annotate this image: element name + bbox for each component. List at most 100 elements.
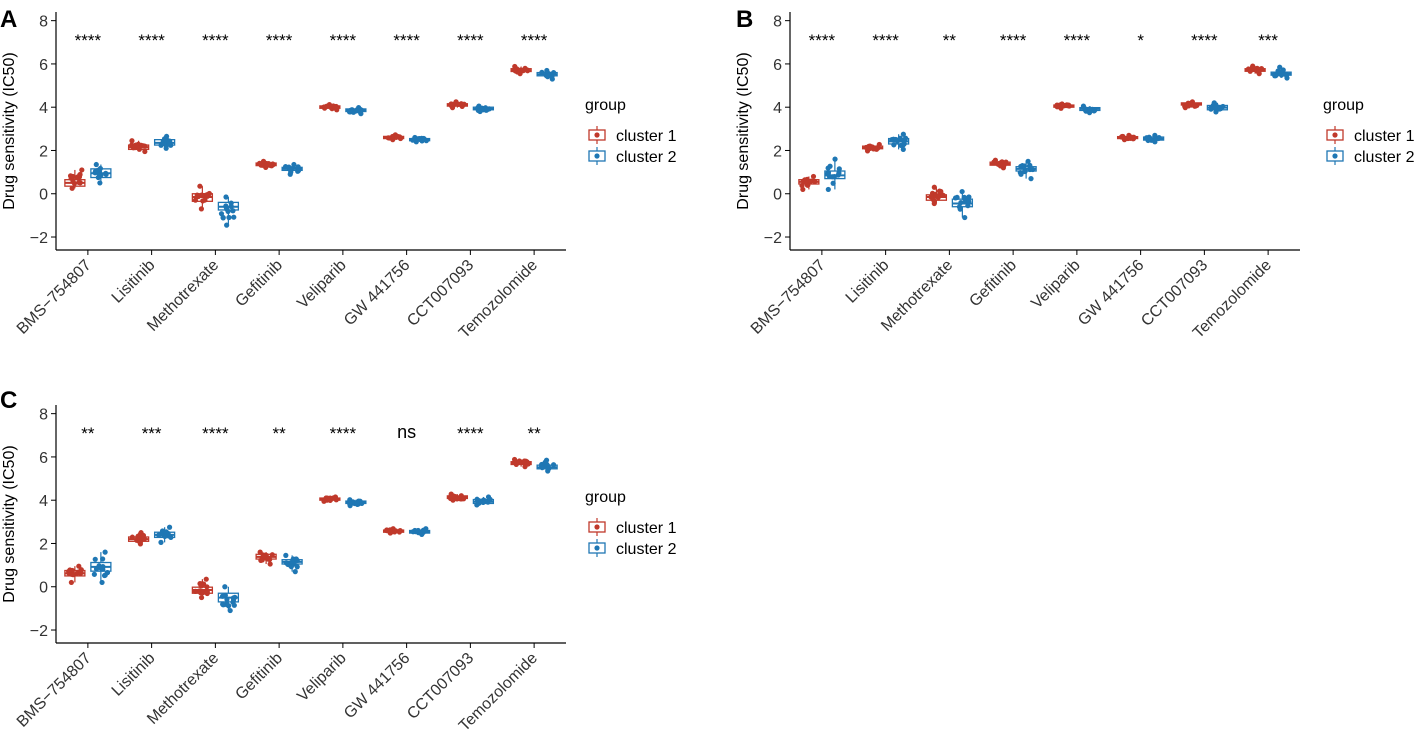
box-cluster-2 (90, 161, 112, 186)
data-point (293, 556, 299, 562)
box-cluster-1 (64, 167, 86, 191)
significance-label: **** (202, 31, 229, 50)
x-tick-label: Veliparib (294, 650, 349, 705)
data-point (157, 531, 164, 537)
data-point (142, 148, 148, 155)
box-cluster-2 (1015, 158, 1037, 182)
significance-label: ** (943, 31, 957, 50)
data-point (966, 194, 972, 200)
box-cluster-2 (345, 105, 367, 117)
data-point (1082, 106, 1088, 112)
data-point (415, 527, 421, 534)
data-point (136, 538, 143, 545)
data-point (1054, 102, 1060, 108)
box-cluster-1 (191, 576, 214, 601)
x-tick-label: GW 441756 (1075, 257, 1147, 329)
box-cluster-2 (824, 156, 846, 193)
data-point (938, 188, 944, 195)
data-point (129, 534, 135, 540)
data-point (524, 461, 531, 467)
data-point (282, 164, 289, 170)
data-point (397, 527, 403, 534)
data-point (223, 205, 229, 211)
data-point (1119, 133, 1125, 140)
box-cluster-1 (1053, 101, 1075, 111)
data-point (136, 145, 142, 151)
x-tick-label: Lisitinib (109, 650, 159, 700)
legend-entry-label: cluster 1 (616, 128, 677, 145)
data-point (539, 69, 545, 75)
significance-label: **** (809, 31, 836, 50)
y-tick-label: −2 (30, 623, 48, 640)
box-cluster-1 (382, 526, 405, 536)
data-point (129, 138, 135, 144)
data-point (198, 192, 205, 198)
data-point (359, 500, 365, 507)
legend-entry-label: cluster 1 (616, 520, 677, 537)
x-tick-label: Gefitinib (232, 650, 286, 704)
data-point (900, 146, 906, 152)
data-point (1275, 68, 1281, 74)
data-point (287, 167, 294, 173)
y-tick-label: 0 (39, 187, 48, 204)
data-point (291, 161, 297, 168)
data-point (283, 552, 289, 558)
data-point (1247, 68, 1254, 74)
data-point (830, 174, 836, 180)
data-point (261, 553, 267, 559)
significance-label: **** (521, 31, 548, 50)
legend-key-point (594, 545, 600, 551)
data-point (205, 192, 211, 199)
data-point (202, 197, 208, 203)
box-cluster-1 (510, 63, 532, 77)
data-point (539, 465, 545, 471)
data-point (166, 141, 172, 147)
legend-key-point (1332, 153, 1338, 159)
data-point (1030, 166, 1036, 173)
data-point (230, 595, 236, 601)
significance-label: **** (330, 31, 357, 50)
x-tick-label: BMS−754807 (14, 650, 95, 731)
data-point (1283, 71, 1289, 77)
data-point (419, 138, 425, 144)
data-point (836, 166, 842, 172)
data-point (203, 576, 209, 582)
box-cluster-2 (281, 161, 303, 177)
data-point (220, 602, 226, 608)
box-cluster-2 (153, 524, 176, 545)
data-point (294, 564, 300, 570)
data-point (135, 533, 141, 539)
data-point (228, 203, 234, 210)
data-point (931, 197, 937, 203)
significance-label: **** (457, 31, 484, 50)
data-point (288, 564, 294, 570)
box-cluster-1 (989, 157, 1011, 171)
data-point (332, 105, 339, 111)
data-point (959, 188, 965, 195)
x-tick-label: Gefitinib (232, 257, 286, 311)
data-point (1280, 67, 1286, 73)
data-point (162, 533, 168, 539)
significance-label: * (1137, 31, 1144, 50)
x-tick-label: BMS−754807 (748, 257, 829, 338)
box-cluster-2 (408, 134, 431, 145)
x-tick-label: GW 441756 (341, 257, 413, 329)
data-point (893, 136, 899, 143)
data-point (825, 165, 831, 171)
data-point (966, 198, 972, 205)
data-point (965, 203, 971, 209)
legend-entry-label: cluster 2 (616, 149, 677, 166)
data-point (1064, 103, 1071, 109)
data-point (140, 532, 147, 539)
y-tick-label: 0 (773, 187, 782, 204)
data-point (542, 459, 548, 466)
data-point (226, 214, 232, 221)
box-cluster-1 (798, 173, 820, 193)
box-cluster-1 (1180, 99, 1203, 111)
data-point (166, 524, 173, 530)
box-cluster-1 (925, 184, 948, 207)
box-cluster-1 (1116, 132, 1139, 143)
data-point (484, 107, 490, 113)
x-tick-label: Veliparib (1028, 257, 1083, 312)
data-point (799, 182, 805, 189)
